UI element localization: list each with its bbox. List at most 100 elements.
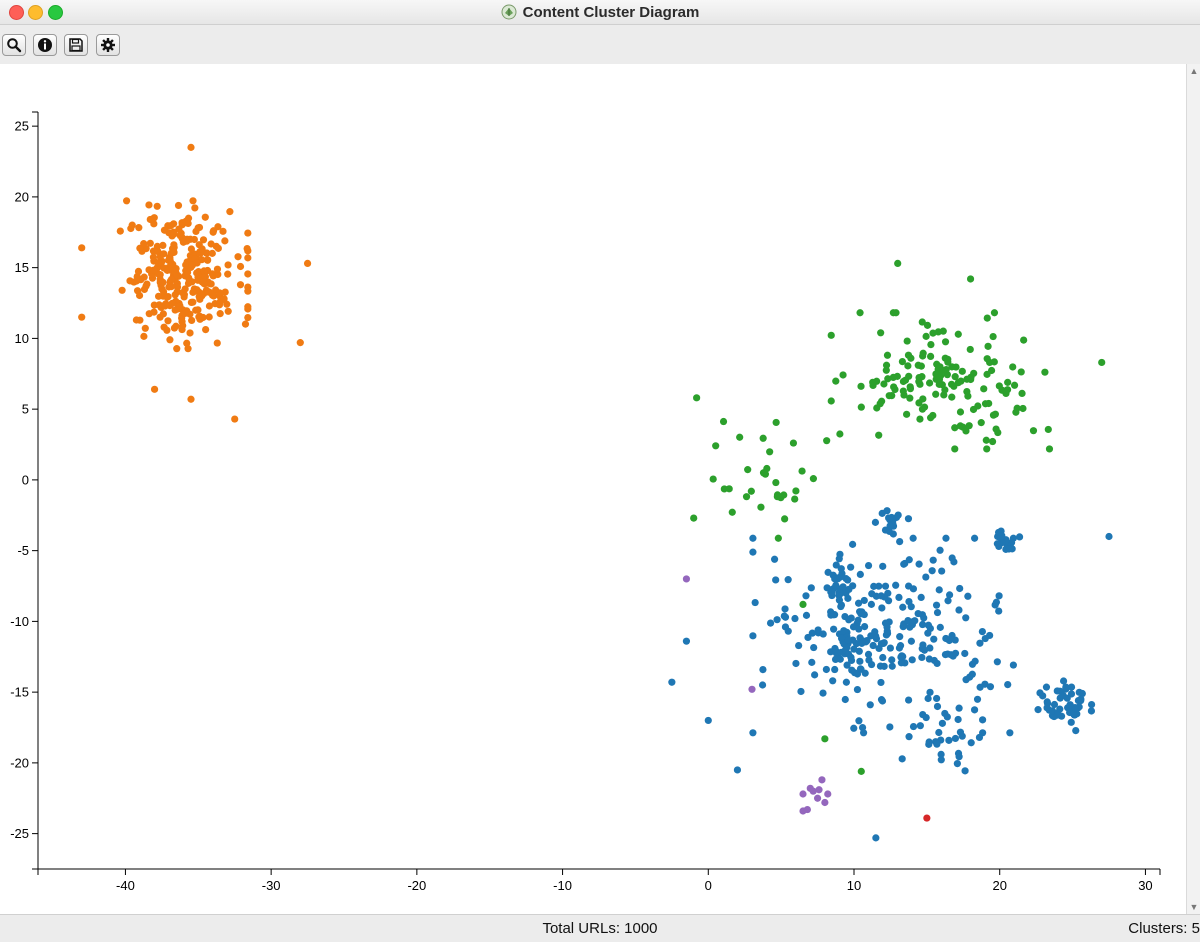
info-button[interactable] [33, 34, 57, 56]
data-point [303, 259, 312, 267]
data-point [166, 336, 174, 344]
window-minimize-button[interactable] [28, 5, 43, 20]
data-point [933, 740, 941, 748]
data-point [772, 478, 780, 487]
data-point [873, 404, 881, 412]
data-point [984, 342, 992, 350]
data-point [1034, 706, 1042, 714]
data-point [244, 247, 252, 255]
settings-button[interactable] [96, 34, 120, 56]
data-point [799, 807, 807, 815]
data-point [880, 380, 888, 388]
data-point [949, 652, 957, 660]
window-maximize-button[interactable] [48, 5, 63, 20]
scroll-down-icon[interactable]: ▼ [1189, 902, 1199, 912]
data-point [900, 391, 908, 399]
data-point [909, 534, 917, 542]
data-point [241, 320, 250, 328]
data-point [774, 534, 782, 542]
data-point [995, 382, 1003, 390]
data-point [993, 540, 1001, 548]
data-point [219, 227, 227, 235]
data-point [958, 367, 966, 375]
data-point [903, 337, 911, 345]
data-point [878, 697, 887, 705]
data-point [995, 592, 1003, 600]
data-point [1105, 532, 1113, 541]
data-point [182, 261, 190, 269]
data-point [143, 280, 151, 288]
data-point [956, 422, 964, 430]
data-point [847, 656, 856, 665]
data-point [201, 213, 209, 221]
data-point [208, 249, 216, 257]
data-point [840, 627, 848, 635]
data-point [952, 363, 960, 371]
data-point [992, 425, 1000, 433]
search-button[interactable] [2, 34, 26, 56]
data-point [164, 317, 172, 325]
data-point [244, 287, 252, 295]
data-point [837, 634, 846, 642]
window-close-button[interactable] [9, 5, 24, 20]
data-point [883, 623, 891, 631]
data-point [146, 239, 154, 247]
data-point [845, 585, 853, 594]
data-point [799, 790, 807, 798]
data-point [875, 582, 883, 590]
data-point [204, 288, 212, 296]
data-point [813, 794, 822, 802]
data-point [821, 735, 829, 743]
data-point [944, 597, 952, 605]
data-point [126, 277, 134, 285]
data-point [964, 592, 972, 600]
data-point [888, 662, 896, 670]
data-point [155, 301, 163, 309]
data-point [728, 508, 736, 516]
data-point [132, 277, 141, 285]
axes-layer: -40 -30 -20 -10 0 10 20 30 -25 -20 -15 -10 -5 0 5 10 15 2… [10, 111, 1161, 893]
data-point [804, 633, 812, 642]
save-button[interactable] [64, 34, 88, 56]
data-point [199, 236, 208, 244]
data-point [853, 685, 862, 694]
data-point [954, 715, 962, 724]
data-point [1018, 389, 1026, 398]
data-point [223, 300, 231, 308]
data-point [1017, 368, 1025, 376]
data-point [897, 659, 905, 667]
data-point [818, 776, 826, 784]
data-point [189, 197, 197, 205]
data-point [189, 288, 197, 296]
data-point [936, 546, 944, 554]
data-point [963, 375, 971, 383]
data-point [134, 267, 143, 276]
data-point [1009, 661, 1017, 669]
scroll-up-icon[interactable]: ▲ [1189, 66, 1199, 76]
data-point [837, 602, 845, 611]
data-point [961, 649, 969, 658]
data-point [951, 424, 959, 432]
data-point [168, 299, 176, 308]
window-title: Content Cluster Diagram [522, 3, 700, 21]
data-point [978, 716, 987, 724]
data-point [836, 430, 844, 438]
data-point [983, 445, 991, 453]
data-point [140, 285, 149, 293]
series-2 [668, 507, 1113, 842]
data-point [933, 702, 942, 711]
data-point [842, 678, 850, 686]
data-point [909, 585, 918, 593]
data-point [918, 620, 927, 629]
data-point [207, 240, 215, 248]
data-point [958, 732, 966, 740]
data-point [1070, 710, 1078, 718]
vertical-scrollbar[interactable]: ▲ ▼ [1186, 64, 1200, 914]
data-point [1045, 445, 1054, 453]
data-point [881, 582, 890, 590]
data-point [296, 339, 304, 347]
data-point [830, 625, 838, 633]
data-point [1043, 698, 1051, 706]
data-point [878, 604, 886, 612]
data-point [837, 565, 845, 573]
